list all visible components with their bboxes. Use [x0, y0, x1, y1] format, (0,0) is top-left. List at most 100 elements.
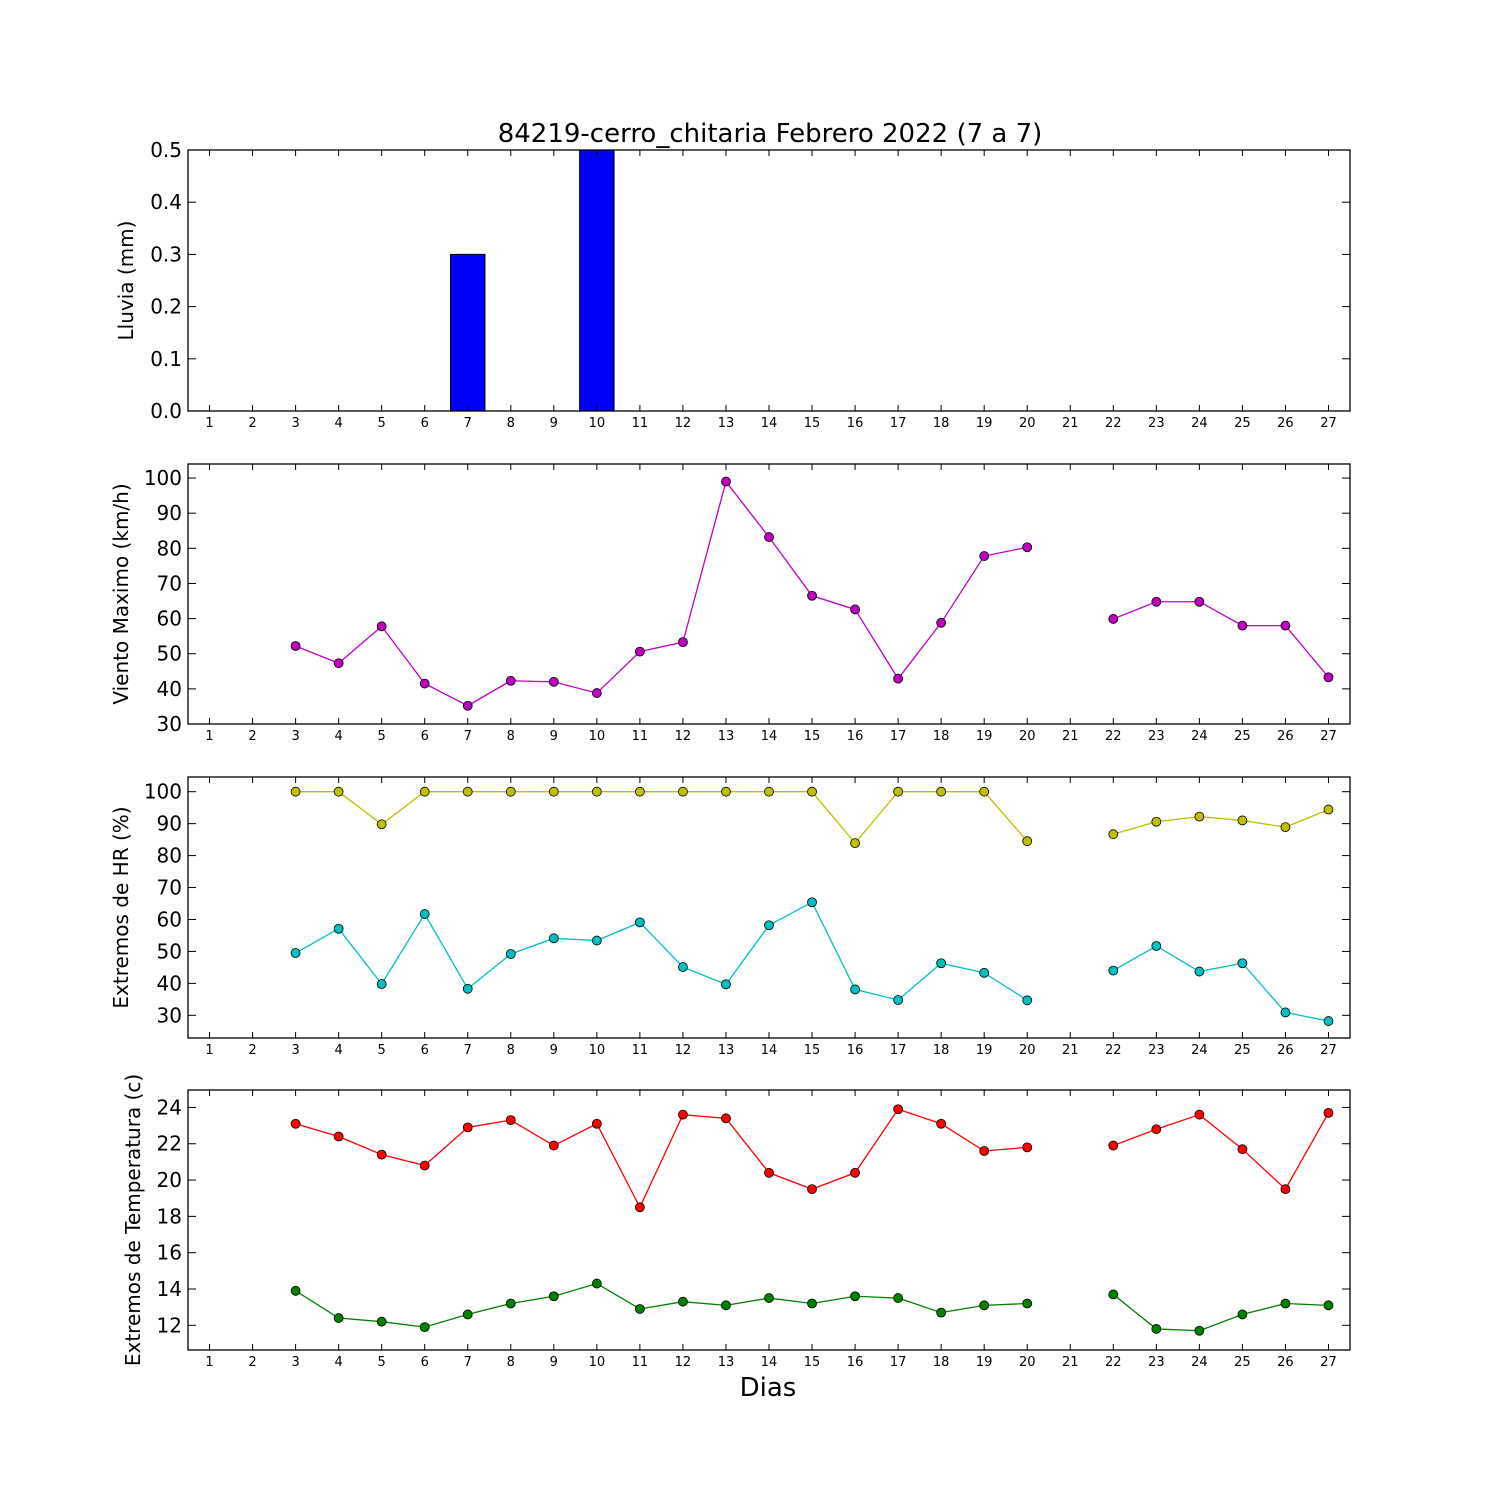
temperature-series-2-line-1: [295, 1282, 1028, 1328]
panel-rain: 1 2 3 4 5 6 7 8 9 10 11 12 13 14 15 16 17 18 19 20 21 22 23 24 2…: [114, 138, 1351, 431]
temperature-xtick-label-27: 27: [1320, 1355, 1337, 1370]
rain-xtick-label-3: 3: [291, 416, 299, 431]
temperature-xtick-label-26: 26: [1277, 1355, 1294, 1370]
rain-xtick-label-26: 26: [1277, 416, 1294, 431]
humidity-series-2-point-day-6: [419, 909, 430, 919]
humidity-series-2-point-day-20: [1022, 995, 1033, 1006]
temperature-xtick-label-6: 6: [421, 1355, 429, 1370]
temperature-series-1-line-1: [295, 1108, 1028, 1209]
humidity-xtick-label-25: 25: [1234, 1043, 1251, 1058]
humidity-xtick-label-24: 24: [1191, 1043, 1208, 1058]
humidity-series-1-point-day-11: [634, 786, 645, 797]
temperature-xtick-label-12: 12: [675, 1355, 692, 1370]
humidity-xtick-label-16: 16: [847, 1043, 864, 1058]
temperature-series-2-point-day-18: [936, 1307, 947, 1318]
wind-xtick-label-26: 26: [1277, 729, 1294, 744]
temperature-series-2-point-day-19: [979, 1300, 990, 1311]
temperature-series-1-point-day-25: [1237, 1144, 1248, 1155]
temperature-series-1-point-day-10: [591, 1118, 602, 1129]
wind-xtick-label-19: 19: [976, 729, 993, 744]
temperature-series-2-point-day-4: [333, 1313, 344, 1323]
wind-series-1-point-day-24: [1194, 596, 1205, 607]
temperature-series-2-point-day-12: [678, 1296, 688, 1307]
temperature-series-2-point-day-17: [893, 1293, 904, 1303]
humidity-series-1-point-day-18: [936, 786, 947, 797]
rain-xtick-label-9: 9: [550, 416, 558, 431]
wind-xtick-label-12: 12: [675, 729, 692, 744]
rain-xtick-label-7: 7: [464, 416, 472, 431]
wind-xtick-label-25: 25: [1234, 729, 1251, 744]
wind-series-1: [290, 476, 1334, 711]
humidity-ytick-label-6: 90: [157, 812, 182, 836]
chart-panels: 1 2 3 4 5 6 7 8 9 10 11 12 13 14 15 16 17 18 19 20 21 22 23 24 2…: [109, 138, 1351, 1370]
humidity-y-axis-label: Extremos de HR (%): [109, 806, 133, 1008]
humidity-series-2-point-day-19: [979, 967, 990, 978]
temperature-series-1: [290, 1104, 1334, 1213]
temperature-xtick-label-9: 9: [550, 1355, 558, 1370]
humidity-series-1-point-day-5: [376, 819, 387, 830]
temperature-series-2-point-day-25: [1237, 1309, 1248, 1320]
humidity-series-2-point-day-10: [591, 935, 602, 946]
temperature-ytick-label-1: 14: [157, 1277, 182, 1301]
wind-series-1-point-day-7: [462, 700, 473, 711]
temperature-xtick-label-7: 7: [464, 1355, 472, 1370]
x-axis-label: Dias: [740, 1373, 797, 1403]
wind-xtick-label-9: 9: [550, 729, 558, 744]
humidity-series-1-point-day-7: [462, 786, 473, 797]
figure-title: 84219-cerro_chitaria Febrero 2022 (7 a 7…: [498, 119, 1043, 149]
wind-series-1-point-day-16: [850, 604, 860, 615]
humidity-xtick-label-23: 23: [1148, 1043, 1165, 1058]
temperature-series-2-point-day-9: [548, 1291, 559, 1302]
temperature-series-1-point-day-24: [1194, 1109, 1205, 1120]
humidity-xtick-label-5: 5: [378, 1043, 386, 1058]
humidity-series-1: [290, 786, 1334, 849]
rain-ytick-label-2: 0.2: [150, 295, 182, 319]
temperature-xtick-label-19: 19: [976, 1355, 993, 1370]
temperature-ytick-label-4: 20: [157, 1168, 182, 1192]
humidity-series-1-point-day-26: [1280, 822, 1291, 833]
panel-temperature: 1 2 3 4 5 6 7 8 9 10 11 12 13 14 15 16 17 18 19 20 21 22 23 24 2…: [121, 1074, 1351, 1370]
temperature-y-axis-label: Extremos de Temperatura (c): [121, 1074, 145, 1366]
wind-xtick-label-16: 16: [847, 729, 864, 744]
temperature-series-2-line-2: [1112, 1293, 1329, 1332]
humidity-ytick-label-1: 40: [157, 971, 182, 995]
rain-xtick-label-14: 14: [761, 416, 778, 431]
wind-series-1-point-day-9: [548, 676, 559, 687]
temperature-xtick-label-17: 17: [890, 1355, 907, 1370]
rain-ytick-label-0: 0.0: [150, 399, 182, 423]
humidity-series-2-point-day-17: [893, 995, 904, 1005]
wind-ytick-label-6: 90: [157, 501, 182, 525]
temperature-series-1-point-day-22: [1108, 1140, 1119, 1151]
humidity-series-1-point-day-24: [1194, 811, 1205, 822]
humidity-series-1-point-day-10: [591, 786, 602, 797]
humidity-series-1-point-day-16: [850, 838, 860, 849]
wind-xtick-label-1: 1: [205, 729, 213, 744]
rain-ytick-label-5: 0.5: [150, 138, 182, 162]
wind-xtick-label-3: 3: [291, 729, 299, 744]
temperature-series-1-point-day-4: [333, 1131, 344, 1142]
rain-xtick-label-15: 15: [804, 416, 821, 431]
temperature-series-2-point-day-10: [591, 1278, 602, 1289]
rain-xtick-label-23: 23: [1148, 416, 1165, 431]
wind-xtick-label-27: 27: [1320, 729, 1337, 744]
wind-xtick-label-18: 18: [933, 729, 950, 744]
rain-xtick-label-17: 17: [890, 416, 907, 431]
wind-xtick-label-11: 11: [632, 729, 649, 744]
humidity-series-2-point-day-12: [678, 962, 688, 972]
temperature-series-1-point-day-20: [1022, 1142, 1033, 1153]
humidity-xtick-label-7: 7: [464, 1043, 472, 1058]
temperature-series-1-point-day-12: [678, 1109, 688, 1120]
humidity-series-2-point-day-25: [1237, 958, 1248, 969]
temperature-series-2-point-day-13: [721, 1300, 731, 1311]
temperature-series-2-point-day-7: [462, 1309, 473, 1320]
panel-wind: 1 2 3 4 5 6 7 8 9 10 11 12 13 14 15 16 17 18 19 20 21 22 23 24 2…: [109, 463, 1351, 744]
rain-xtick-label-24: 24: [1191, 416, 1208, 431]
temperature-series-1-point-day-15: [807, 1184, 817, 1195]
wind-series-1-line-1: [295, 480, 1028, 707]
wind-xtick-label-4: 4: [334, 729, 342, 744]
temperature-series-2-point-day-15: [807, 1298, 817, 1309]
wind-series-1-point-day-20: [1022, 542, 1033, 553]
humidity-series-1-point-day-17: [893, 786, 904, 797]
humidity-series-1-point-day-12: [678, 786, 688, 797]
